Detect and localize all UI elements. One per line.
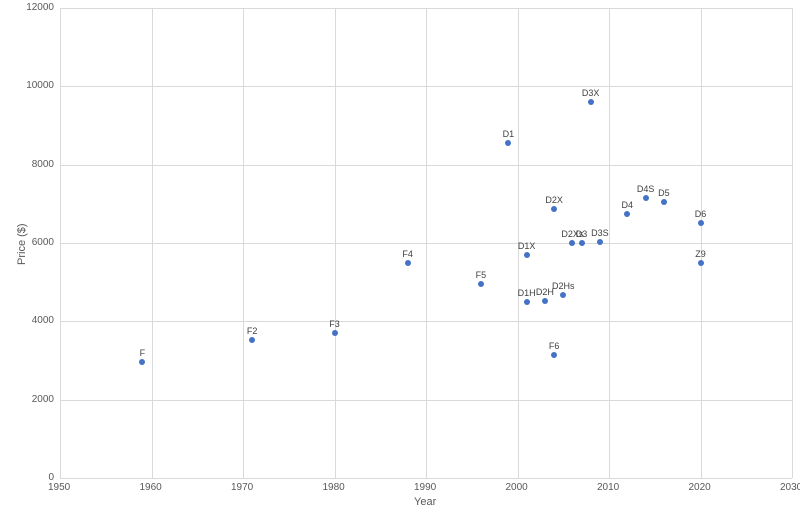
data-point (569, 240, 575, 246)
data-label: D2X (545, 195, 563, 205)
data-label: D3S (591, 228, 609, 238)
data-point (478, 281, 484, 287)
x-tick-label: 1960 (140, 482, 162, 493)
gridline-v (426, 8, 427, 478)
data-label: D1X (518, 241, 536, 251)
data-point (698, 220, 704, 226)
data-label: F3 (329, 319, 340, 329)
data-point (139, 359, 145, 365)
data-point (524, 299, 530, 305)
data-label: F6 (549, 341, 560, 351)
data-label: D4S (637, 184, 655, 194)
data-point (597, 239, 603, 245)
data-label: F2 (247, 326, 258, 336)
gridline-v (609, 8, 610, 478)
x-axis-title: Year (414, 496, 436, 508)
data-point (560, 292, 566, 298)
data-point (588, 99, 594, 105)
data-point (505, 140, 511, 146)
y-tick-label: 2000 (32, 394, 54, 405)
gridline-v (792, 8, 793, 478)
gridline-v (60, 8, 61, 478)
data-point (661, 199, 667, 205)
data-point (542, 298, 548, 304)
data-point (332, 330, 338, 336)
data-label: D4 (622, 200, 634, 210)
y-tick-label: 8000 (32, 159, 54, 170)
gridline-v (152, 8, 153, 478)
y-tick-label: 4000 (32, 315, 54, 326)
data-point (524, 252, 530, 258)
y-axis-title: Price ($) (16, 223, 28, 265)
data-label: D6 (695, 209, 707, 219)
y-tick-label: 6000 (32, 237, 54, 248)
data-label: D3 (576, 229, 588, 239)
x-tick-label: 2000 (506, 482, 528, 493)
data-label: D1 (503, 129, 515, 139)
gridline-h (60, 478, 792, 479)
data-point (698, 260, 704, 266)
data-label: Z9 (695, 249, 706, 259)
gridline-v (335, 8, 336, 478)
data-point (249, 337, 255, 343)
gridline-v (243, 8, 244, 478)
y-tick-label: 10000 (26, 80, 54, 91)
data-label: D1H (518, 288, 536, 298)
data-point (643, 195, 649, 201)
data-label: F5 (476, 270, 487, 280)
data-point (405, 260, 411, 266)
data-point (579, 240, 585, 246)
data-point (551, 352, 557, 358)
x-tick-label: 1980 (323, 482, 345, 493)
data-label: D5 (658, 188, 670, 198)
x-tick-label: 1990 (414, 482, 436, 493)
data-label: F (140, 348, 146, 358)
data-point (551, 206, 557, 212)
x-tick-label: 1970 (231, 482, 253, 493)
data-label: D3X (582, 88, 600, 98)
scatter-chart: 0200040006000800010000120001950196019701… (0, 0, 800, 511)
gridline-v (701, 8, 702, 478)
data-label: D2Hs (552, 281, 575, 291)
x-tick-label: 2030 (780, 482, 800, 493)
y-tick-label: 12000 (26, 2, 54, 13)
x-tick-label: 2010 (597, 482, 619, 493)
x-tick-label: 2020 (689, 482, 711, 493)
x-tick-label: 1950 (48, 482, 70, 493)
data-label: F4 (402, 249, 413, 259)
data-point (624, 211, 630, 217)
